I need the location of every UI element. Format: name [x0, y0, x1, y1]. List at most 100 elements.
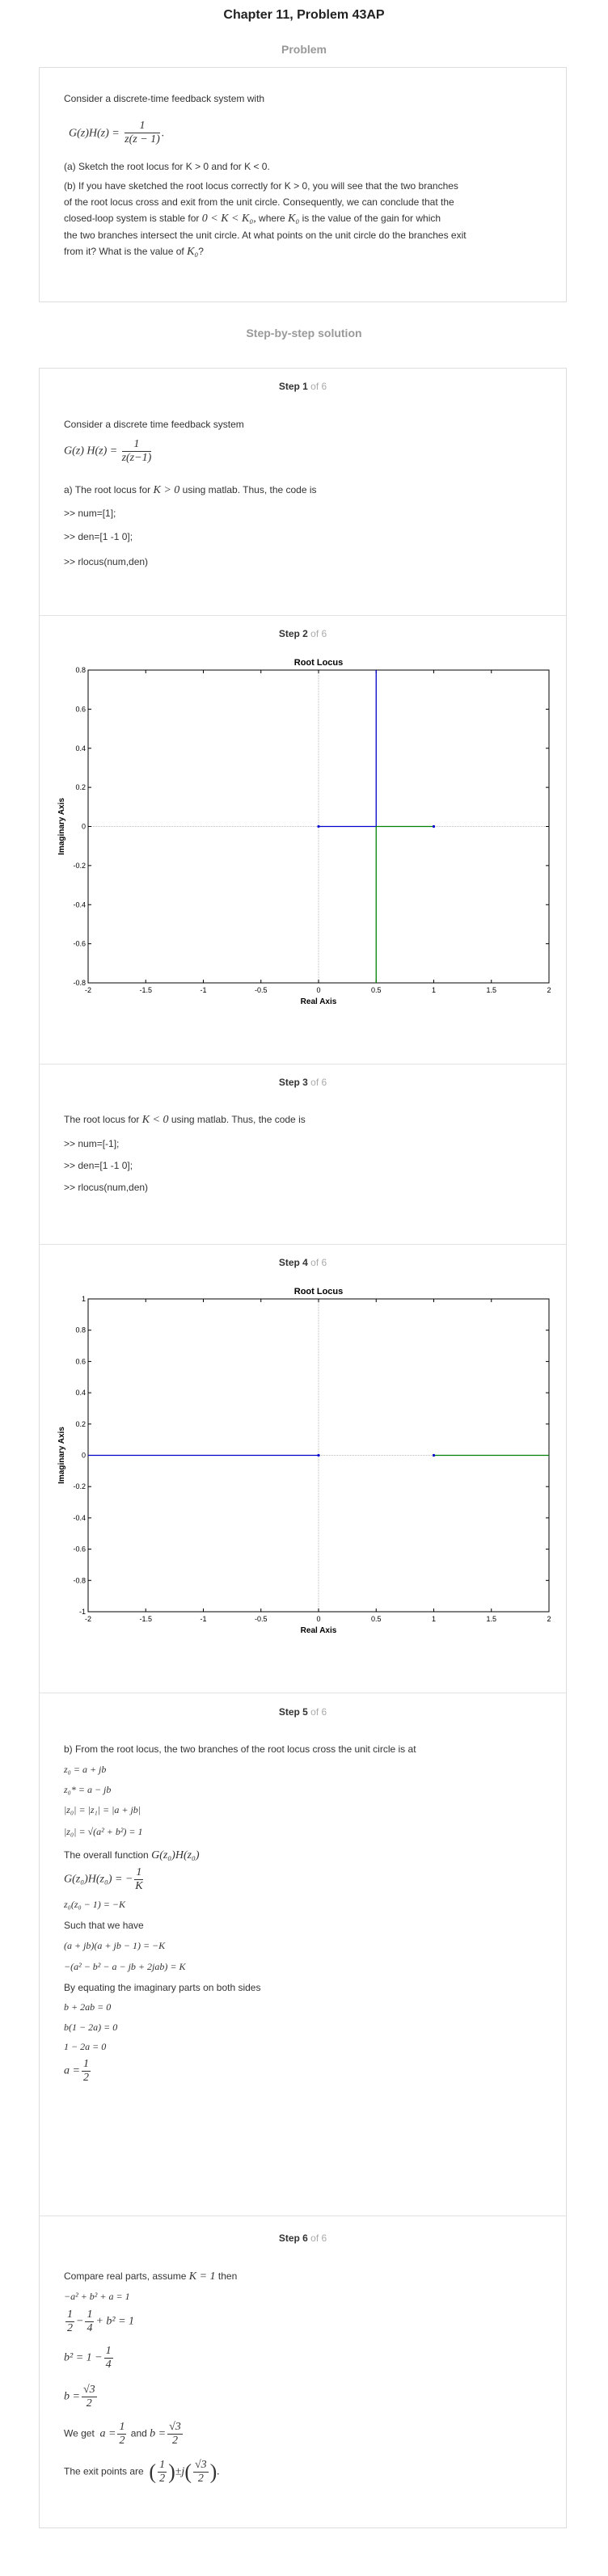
- step6-eq-3: b² = 1 −1 4: [64, 2345, 113, 2371]
- step5-eq-1: z₀ = a + jb: [64, 1764, 107, 1775]
- y-tick-label: -0.2: [73, 862, 86, 870]
- problem-eq-lhs: G(z)H(z) =: [69, 127, 120, 140]
- divider: [40, 615, 566, 616]
- step1-code-3: >> rlocus(num,den): [64, 556, 149, 567]
- step6-weget: We get a = 1 2 and b = √3 2: [64, 2421, 183, 2447]
- problem-label: Problem: [281, 43, 327, 56]
- problem-b3-text1: closed-loop system is stable for: [64, 213, 200, 224]
- step5-eq-12: a = 1 2: [64, 2058, 91, 2084]
- y-tick-label: 0.6: [75, 1357, 86, 1365]
- step5-equating: By equating the imaginary parts on both …: [64, 1982, 261, 1993]
- pole-marker: [317, 1453, 320, 1457]
- step1-equation: G(z) H(z) = 1 z(z−1): [64, 438, 153, 467]
- step1-intro: Consider a discrete time feedback system: [64, 419, 244, 430]
- problem-intro: Consider a discrete-time feedback system…: [64, 93, 265, 104]
- problem-part-b-line4: the two branches intersect the unit circ…: [64, 230, 467, 241]
- step5-eq-7: (a + jb)(a + jb − 1) = −K: [64, 1940, 166, 1951]
- problem-part-a: (a) Sketch the root locus for K > 0 and …: [64, 161, 270, 172]
- step5-eq-10: b(1 − 2a) = 0: [64, 2022, 118, 2033]
- step5-intro: b) From the root locus, the two branches…: [64, 1743, 416, 1755]
- step5-eq-6: z₀(z₀ − 1) = −K: [64, 1899, 125, 1910]
- x-tick-label: -1.5: [139, 1615, 152, 1623]
- y-tick-label: 0.8: [75, 1326, 86, 1334]
- divider: [40, 1244, 566, 1245]
- problem-b5-text2: ?: [198, 246, 204, 257]
- problem-b5-math: K₀: [187, 246, 199, 258]
- step-2-header: Step 2 of 6: [278, 628, 327, 639]
- y-tick-label: -0.4: [73, 1514, 86, 1522]
- step-3-header: Step 3 of 6: [278, 1077, 327, 1088]
- y-tick-label: 0.4: [75, 744, 86, 753]
- y-tick-label: -0.4: [73, 900, 86, 909]
- step1-eq-num: 1: [121, 438, 152, 452]
- chart-title: Root Locus: [294, 658, 344, 668]
- problem-b3-text3: is the value of the gain for which: [302, 213, 441, 224]
- step-1-header: Step 1 of 6: [278, 381, 327, 392]
- pole-marker: [432, 824, 436, 828]
- y-tick-label: 0.6: [75, 705, 86, 713]
- step5-eq-2: z₀* = a − jb: [64, 1784, 112, 1795]
- step-4-header: Step 4 of 6: [278, 1257, 327, 1268]
- y-tick-label: 0.8: [75, 666, 86, 674]
- step5-eq-11: 1 − 2a = 0: [64, 2041, 107, 2052]
- divider: [40, 1064, 566, 1065]
- y-tick-label: 1: [82, 1295, 86, 1303]
- page-title: Chapter 11, Problem 43AP: [223, 8, 385, 22]
- problem-b5-text1: from it? What is the value of: [64, 246, 184, 257]
- x-tick-label: -2: [85, 986, 91, 994]
- pole-marker: [432, 1453, 436, 1457]
- step5-eq-8: −(a² − b² − a − jb + 2jab) = K: [64, 1961, 186, 1972]
- step1-code-1: >> num=[1];: [64, 508, 116, 519]
- problem-b3-text2: where: [259, 213, 285, 224]
- y-tick-label: 0: [82, 1452, 86, 1460]
- x-tick-label: -2: [85, 1615, 91, 1623]
- y-tick-label: -0.6: [73, 1545, 86, 1554]
- step3-code-3: >> rlocus(num,den): [64, 1182, 149, 1193]
- problem-b3-math1: 0 < K < K₀,: [201, 213, 256, 225]
- step5-eq-4: |z₀| = √(a² + b²) = 1: [64, 1826, 143, 1837]
- x-axis-label: Real Axis: [301, 997, 337, 1006]
- step5-eq-9: b + 2ab = 0: [64, 2001, 112, 2013]
- step3-code-2: >> den=[1 -1 0];: [64, 1160, 133, 1171]
- y-tick-label: -0.8: [73, 979, 86, 987]
- step3-code-1: >> num=[-1];: [64, 1138, 120, 1149]
- step5-eq-3: |z₀| = |z₁| = |a + jb|: [64, 1804, 141, 1815]
- y-tick-label: 0: [82, 823, 86, 831]
- step1-text: a) The root locus for K > 0 using matlab…: [64, 484, 317, 496]
- y-tick-label: 0.2: [75, 783, 86, 791]
- step6-exit-points: The exit points are (1 2)±j(√3 2).: [64, 2459, 220, 2485]
- step3-text: The root locus for K < 0 using matlab. T…: [64, 1114, 306, 1126]
- x-tick-label: -1: [200, 1615, 206, 1623]
- problem-part-b-line2: of the root locus cross and exit from th…: [64, 196, 454, 208]
- chart-title: Root Locus: [294, 1287, 344, 1296]
- step1-code-2: >> den=[1 -1 0];: [64, 531, 133, 542]
- x-tick-label: -0.5: [255, 1615, 268, 1623]
- x-tick-label: 2: [547, 986, 551, 994]
- y-tick-label: -0.2: [73, 1482, 86, 1490]
- problem-part-b-line3: closed-loop system is stable for 0 < K <…: [64, 210, 542, 227]
- y-tick-label: -0.8: [73, 1576, 86, 1584]
- y-axis-label: Imaginary Axis: [57, 1427, 66, 1484]
- solution-box: Step 1 of 6 Consider a discrete time fee…: [39, 368, 567, 2220]
- step1-eq-lhs: G(z) H(z) =: [64, 445, 118, 457]
- problem-part-b-line5: from it? What is the value of K₀?: [64, 243, 542, 260]
- step1-eq-den: z(z−1): [121, 452, 152, 464]
- x-tick-label: 2: [547, 1615, 551, 1623]
- x-tick-label: 1.5: [486, 986, 496, 994]
- y-tick-label: -0.6: [73, 940, 86, 948]
- root-locus-chart-k-negative: Root Locus -2 -1.5 -1 -0.5 0 0.5 1 1.5 2 -1 -0.8 -0.…: [57, 1287, 551, 1635]
- x-tick-label: -1.5: [139, 986, 152, 994]
- step6-eq-1: −a² + b² + a = 1: [64, 2291, 130, 2302]
- step5-overall: The overall function G(z₀)H(z₀): [64, 1849, 200, 1861]
- step5-eq-5: G(z₀)H(z₀) = −1 K: [64, 1866, 144, 1892]
- problem-eq-num: 1: [125, 120, 160, 133]
- x-tick-label: 1: [432, 986, 436, 994]
- y-axis-label: Imaginary Axis: [57, 798, 66, 855]
- y-tick-label: 0.2: [75, 1420, 86, 1428]
- solution-title: Step-by-step solution: [246, 327, 362, 339]
- problem-b3-math2: K₀: [288, 213, 300, 225]
- x-tick-label: 1.5: [486, 1615, 496, 1623]
- y-tick-label: 0.4: [75, 1389, 86, 1397]
- x-tick-label: 0: [316, 1615, 320, 1623]
- step5-such: Such that we have: [64, 1920, 144, 1931]
